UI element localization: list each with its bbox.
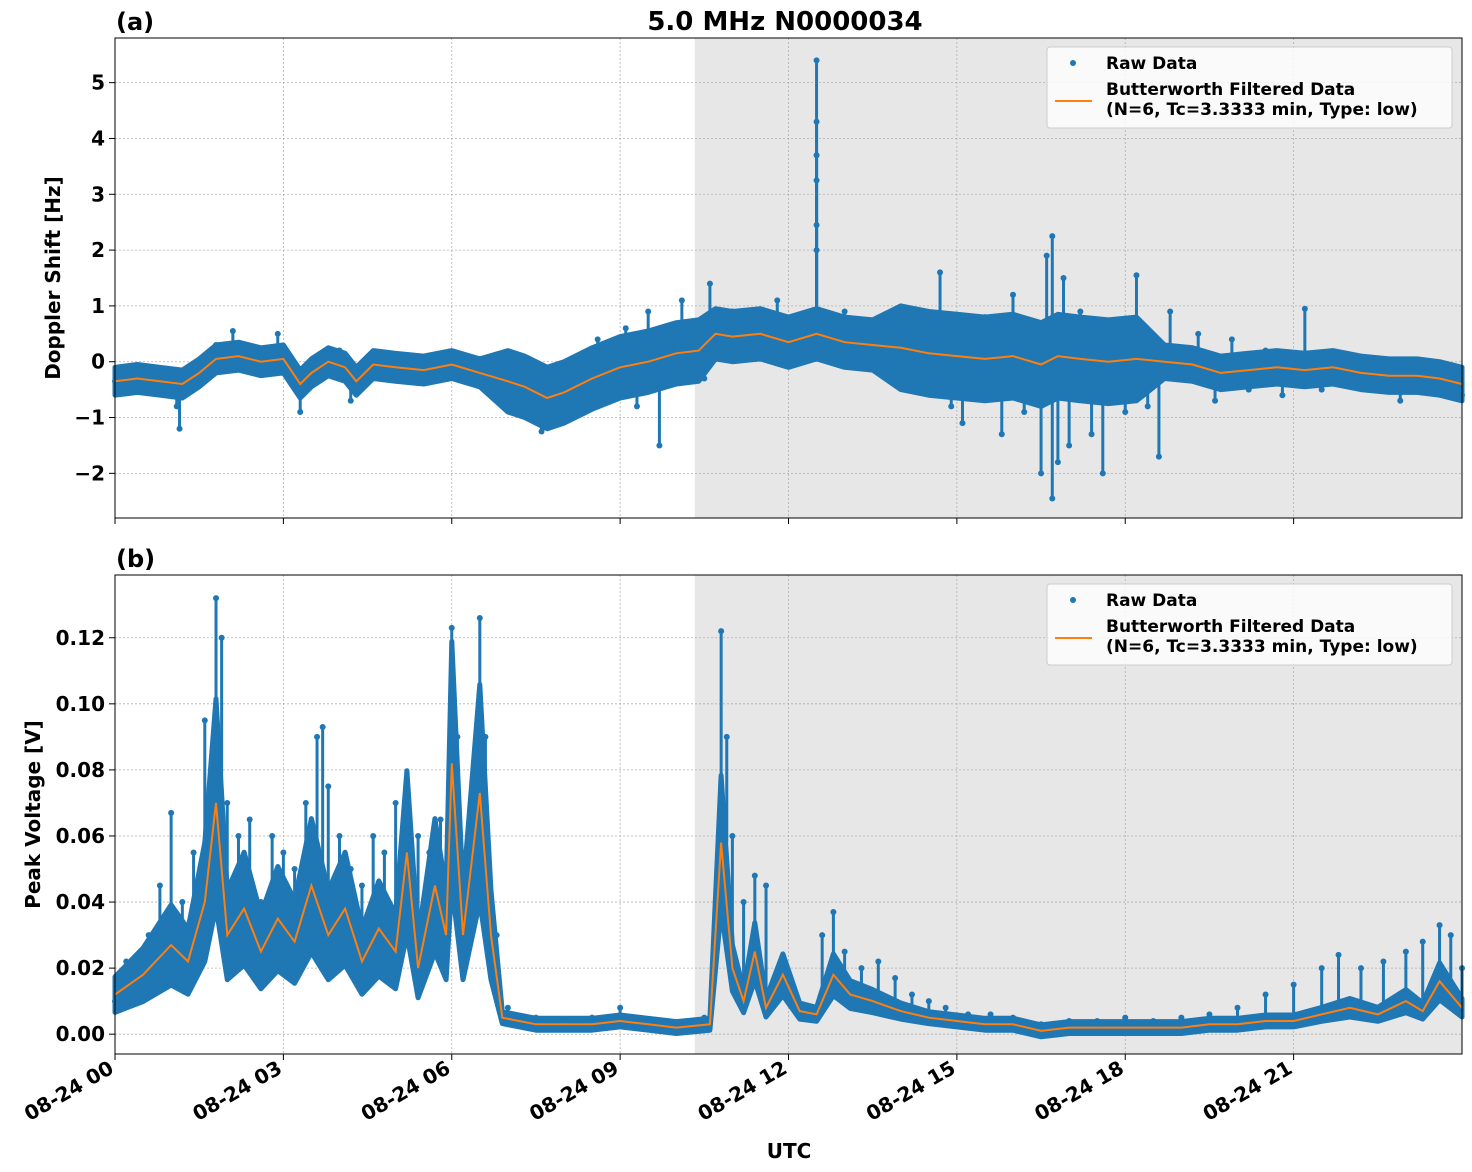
legend-raw-label: Raw Data	[1106, 591, 1197, 611]
y-tick-label: 4	[91, 126, 105, 150]
x-axis-tick-labels: 08-24 00 08-24 03 08-24 06 08-24 09 08-24 12…	[20, 1056, 1296, 1126]
y-tick-label: 0.02	[56, 956, 105, 980]
legend-box	[1046, 46, 1453, 129]
x-axis-label: UTC	[767, 1139, 812, 1163]
y-axis-label: Peak Voltage [V]	[21, 720, 45, 909]
legend-filtered-params: (N=6, Tc=3.3333 min, Type: low)	[1106, 637, 1418, 657]
legend-filtered-params: (N=6, Tc=3.3333 min, Type: low)	[1106, 100, 1418, 120]
raw-data-point	[134, 971, 141, 978]
panel-b-peak-voltage: 0.00 0.02 0.04 0.06 0.08 0.10 0.12 Peak Voltage…	[21, 545, 1465, 1060]
y-tick-label: 0	[91, 350, 105, 374]
y-tick-label: 1	[91, 294, 105, 318]
filtered-data-line	[114, 332, 1463, 400]
legend-filtered-label: Butterworth Filtered Data	[1106, 617, 1355, 637]
raw-data-point	[184, 381, 191, 388]
y-tick-label: 3	[91, 182, 105, 206]
x-tick-label: 08-24 21	[1199, 1056, 1297, 1126]
y-tick-label: 2	[91, 238, 105, 262]
panel-label: (a)	[116, 8, 154, 36]
x-tick-label: 08-24 18	[1030, 1056, 1128, 1126]
x-tick-label: 08-24 06	[357, 1056, 455, 1126]
y-tick-label: −1	[74, 406, 105, 430]
y-axis-label: Doppler Shift [Hz]	[41, 176, 65, 380]
chart-title: 5.0 MHz N0000034	[647, 7, 922, 37]
x-tick-label: 08-24 03	[188, 1056, 286, 1126]
raw-data-point	[201, 369, 208, 376]
y-tick-label: 0.06	[56, 824, 105, 848]
legend-filtered-label: Butterworth Filtered Data	[1106, 80, 1355, 100]
y-tick-label: 0.12	[56, 626, 105, 650]
x-tick-label: 08-24 09	[525, 1056, 623, 1126]
y-tick-label: 5	[91, 71, 105, 95]
legend-box	[1046, 583, 1453, 666]
y-tick-label: 0.10	[56, 692, 105, 716]
x-tick-label: 08-24 12	[693, 1056, 791, 1126]
raw-data-point	[493, 932, 500, 939]
legend-raw-label: Raw Data	[1106, 54, 1197, 74]
panel-label: (b)	[116, 545, 155, 573]
x-tick-label: 08-24 15	[862, 1056, 960, 1126]
legend: Raw Data Butterworth Filtered Data(N=6, T…	[1046, 46, 1453, 129]
x-tick-label: 08-24 00	[20, 1056, 118, 1126]
filtered-data-line	[114, 763, 1463, 1032]
panel-a-doppler-shift: −2 −1 0 1 2 3 4 5 Doppler Shift [Hz] (a) Raw Data B…	[41, 8, 1465, 524]
y-tick-label: 0.04	[56, 890, 105, 914]
legend-raw-marker	[1070, 60, 1076, 66]
legend-raw-marker	[1070, 597, 1076, 603]
y-tick-label: −2	[74, 461, 105, 485]
legend: Raw Data Butterworth Filtered Data(N=6, T…	[1046, 583, 1453, 666]
y-tick-label: 0.00	[56, 1022, 105, 1046]
y-tick-label: 0.08	[56, 758, 105, 782]
